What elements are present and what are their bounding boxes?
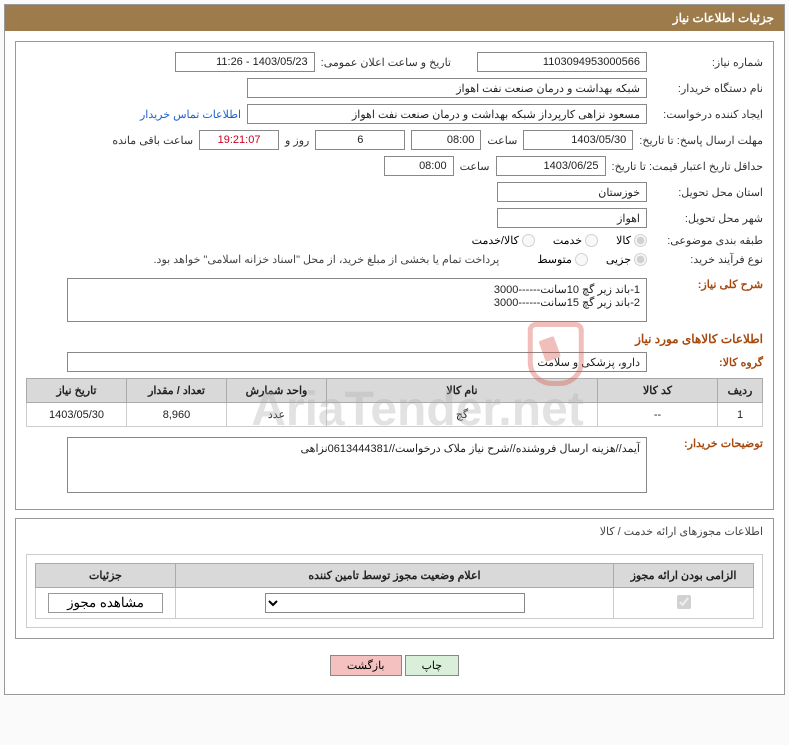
deadline-label: مهلت ارسال پاسخ: تا تاریخ: bbox=[639, 134, 763, 147]
time-label-1: ساعت bbox=[487, 134, 517, 147]
lic-mandatory-cell bbox=[614, 588, 754, 619]
cell-name: گچ bbox=[327, 403, 598, 427]
col-row: ردیف bbox=[718, 379, 763, 403]
group-label: گروه کالا: bbox=[653, 356, 763, 369]
cat-goods-radio[interactable]: کالا bbox=[616, 234, 647, 247]
back-button[interactable]: بازگشت bbox=[330, 655, 402, 676]
license-header: اطلاعات مجوزهای ارائه خدمت / کالا bbox=[16, 519, 773, 544]
pt-partial-radio[interactable]: جزیی bbox=[606, 253, 647, 266]
desc-textarea[interactable]: 1-باند زیر گچ 10سانت------3000 2-باند زی… bbox=[67, 278, 647, 322]
status-select[interactable] bbox=[265, 593, 525, 613]
lic-details-cell: مشاهده مجوز bbox=[36, 588, 176, 619]
desc-line-1: 1-باند زیر گچ 10سانت------3000 bbox=[74, 283, 640, 296]
province-label: استان محل تحویل: bbox=[653, 186, 763, 199]
col-code: کد کالا bbox=[598, 379, 718, 403]
requester-field: مسعود نزاهی کارپرداز شبکه بهداشت و درمان… bbox=[247, 104, 647, 124]
contact-link[interactable]: اطلاعات تماس خریدار bbox=[140, 108, 241, 121]
cell-unit: عدد bbox=[227, 403, 327, 427]
license-row: مشاهده مجوز bbox=[36, 588, 754, 619]
cell-code: -- bbox=[598, 403, 718, 427]
license-header-row: الزامی بودن ارائه مجوز اعلام وضعیت مجوز … bbox=[36, 564, 754, 588]
col-name: نام کالا bbox=[327, 379, 598, 403]
buyer-field: شبکه بهداشت و درمان صنعت نفت اهواز bbox=[247, 78, 647, 98]
goods-section-title: اطلاعات کالاهای مورد نیاز bbox=[26, 332, 763, 346]
days-suffix: روز و bbox=[285, 134, 309, 147]
desc-label: شرح کلی نیاز: bbox=[653, 278, 763, 291]
deadline-date-field: 1403/05/30 bbox=[523, 130, 633, 150]
deadline-time-field: 08:00 bbox=[411, 130, 481, 150]
cell-row: 1 bbox=[718, 403, 763, 427]
cat-service-radio[interactable]: خدمت bbox=[553, 234, 598, 247]
need-number-field: 1103094953000566 bbox=[477, 52, 647, 72]
main-panel: جزئیات اطلاعات نیاز AriaTender.net شماره… bbox=[4, 4, 785, 695]
lic-status-cell bbox=[176, 588, 614, 619]
goods-header-row: ردیف کد کالا نام کالا واحد شمارش تعداد /… bbox=[27, 379, 763, 403]
desc-line-2: 2-باند زیر گچ 15سانت------3000 bbox=[74, 296, 640, 309]
table-row: 1 -- گچ عدد 8,960 1403/05/30 bbox=[27, 403, 763, 427]
validity-label: حداقل تاریخ اعتبار قیمت: تا تاریخ: bbox=[612, 160, 763, 173]
remain-label: ساعت باقی مانده bbox=[112, 134, 193, 147]
lic-col-details: جزئیات bbox=[36, 564, 176, 588]
province-field: خوزستان bbox=[497, 182, 647, 202]
lic-col-mandatory: الزامی بودن ارائه مجوز bbox=[614, 564, 754, 588]
license-section: اطلاعات مجوزهای ارائه خدمت / کالا الزامی… bbox=[15, 518, 774, 639]
cat-both-radio[interactable]: کالا/خدمت bbox=[472, 234, 535, 247]
license-table: الزامی بودن ارائه مجوز اعلام وضعیت مجوز … bbox=[35, 563, 754, 619]
cell-qty: 8,960 bbox=[127, 403, 227, 427]
panel-header: جزئیات اطلاعات نیاز bbox=[5, 5, 784, 31]
cell-date: 1403/05/30 bbox=[27, 403, 127, 427]
city-field: اهواز bbox=[497, 208, 647, 228]
days-field: 6 bbox=[315, 130, 405, 150]
goods-table: ردیف کد کالا نام کالا واحد شمارش تعداد /… bbox=[26, 378, 763, 427]
buyer-label: نام دستگاه خریدار: bbox=[653, 82, 763, 95]
buyer-notes-label: توضیحات خریدار: bbox=[653, 437, 763, 450]
announce-label: تاریخ و ساعت اعلان عمومی: bbox=[321, 56, 451, 69]
group-field: دارو، پزشکی و سلامت bbox=[67, 352, 647, 372]
city-label: شهر محل تحویل: bbox=[653, 212, 763, 225]
need-number-label: شماره نیاز: bbox=[653, 56, 763, 69]
pt-medium-radio[interactable]: متوسط bbox=[537, 253, 588, 266]
buyer-notes-box[interactable]: آیمد//هزینه ارسال فروشنده//شرح نیاز ملاک… bbox=[67, 437, 647, 493]
requester-label: ایجاد کننده درخواست: bbox=[653, 108, 763, 121]
time-label-2: ساعت bbox=[460, 160, 490, 173]
view-license-button[interactable]: مشاهده مجوز bbox=[48, 593, 163, 613]
col-qty: تعداد / مقدار bbox=[127, 379, 227, 403]
footer-buttons: چاپ بازگشت bbox=[15, 647, 774, 684]
col-date: تاریخ نیاز bbox=[27, 379, 127, 403]
details-section: AriaTender.net شماره نیاز: 1103094953000… bbox=[15, 41, 774, 510]
countdown-field: 19:21:07 bbox=[199, 130, 279, 150]
announce-field: 1403/05/23 - 11:26 bbox=[175, 52, 315, 72]
validity-date-field: 1403/06/25 bbox=[496, 156, 606, 176]
validity-time-field: 08:00 bbox=[384, 156, 454, 176]
payment-note: پرداخت تمام یا بخشی از مبلغ خرید، از محل… bbox=[154, 253, 500, 266]
lic-col-status: اعلام وضعیت مجوز توسط تامین کننده bbox=[176, 564, 614, 588]
col-unit: واحد شمارش bbox=[227, 379, 327, 403]
print-button[interactable]: چاپ bbox=[405, 655, 460, 676]
mandatory-checkbox bbox=[677, 595, 691, 609]
purchase-type-label: نوع فرآیند خرید: bbox=[653, 253, 763, 266]
category-label: طبقه بندی موضوعی: bbox=[653, 234, 763, 247]
